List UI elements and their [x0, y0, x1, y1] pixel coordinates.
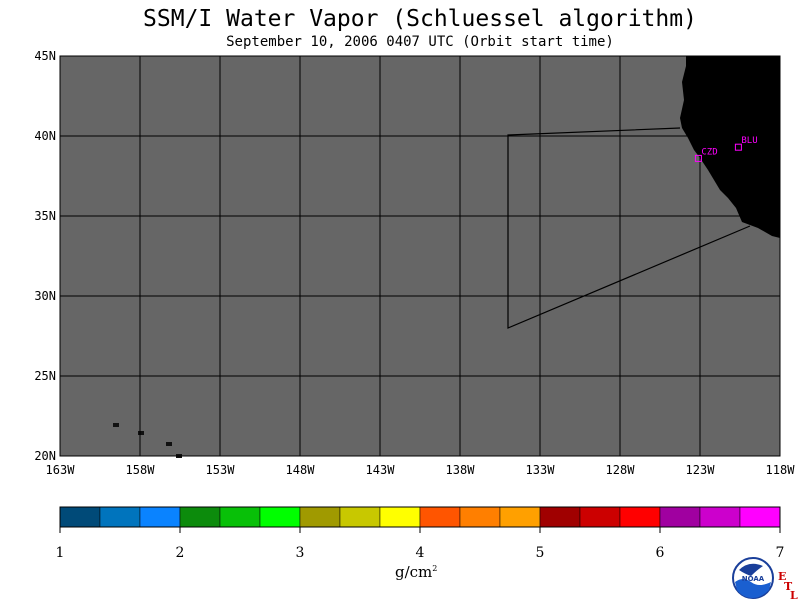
island: [138, 431, 144, 435]
colorbar-swatch: [59, 506, 101, 528]
station-label-czd: CZD: [701, 147, 717, 157]
etl-letter-t: T: [784, 580, 793, 593]
colorbar-tick-label: 4: [416, 545, 425, 561]
etl-letter-l: L: [790, 589, 798, 600]
colorbar-swatch: [699, 506, 741, 528]
colorbar-swatch: [499, 506, 541, 528]
flight-track: [507, 127, 751, 329]
lon-label: 118W: [766, 463, 796, 477]
track-line: [507, 127, 751, 329]
etl-letter-e: E: [778, 570, 786, 583]
station-marker-czd: [694, 154, 702, 162]
lon-label: 128W: [606, 463, 636, 477]
north-america: [680, 56, 780, 238]
map-frame: [59, 55, 781, 457]
lat-label: 35N: [34, 209, 56, 223]
colorbar-swatch: [179, 506, 221, 528]
lat-label: 20N: [34, 449, 56, 463]
lon-label: 133W: [526, 463, 556, 477]
colorbar-swatch: [659, 506, 701, 528]
no-data-region: [60, 56, 780, 456]
colorbar-swatch: [259, 506, 301, 528]
colorbar: 1 2 3 4 5 6 7: [56, 506, 785, 561]
colorbar-tick-label: 2: [176, 545, 185, 561]
lat-lon-grid: [59, 55, 781, 457]
colorbar-swatch: [459, 506, 501, 528]
colorbar-tick-label: 3: [296, 545, 305, 561]
colorbar-swatch: [579, 506, 621, 528]
colorbar-tick-label: 7: [776, 545, 785, 561]
svg-text:NOAA: NOAA: [742, 575, 765, 583]
colorbar-swatch: [379, 506, 421, 528]
colorbar-swatch: [419, 506, 461, 528]
colorbar-swatch: [99, 506, 141, 528]
lon-label: 123W: [686, 463, 716, 477]
island: [113, 423, 119, 427]
chart-subtitle: September 10, 2006 0407 UTC (Orbit start…: [226, 34, 614, 50]
colorbar-tick-label: 6: [656, 545, 665, 561]
colorbar-swatch: [539, 506, 581, 528]
colorbar-tick-label: 1: [56, 545, 65, 561]
lat-label: 40N: [34, 129, 56, 143]
lon-label: 138W: [446, 463, 476, 477]
lon-label: 153W: [206, 463, 236, 477]
chart-title: SSM/I Water Vapor (Schluessel algorithm): [143, 6, 697, 32]
colorbar-swatch: [299, 506, 341, 528]
island: [166, 442, 172, 446]
lon-label: 158W: [126, 463, 156, 477]
colorbar-tick-label: 5: [536, 545, 545, 561]
noaa-logo: NOAA E T L: [732, 557, 798, 600]
station-label-blu: BLU: [741, 136, 757, 146]
colorbar-swatch: [619, 506, 661, 528]
colorbar-swatch: [219, 506, 261, 528]
lon-label: 143W: [366, 463, 396, 477]
lon-label: 163W: [46, 463, 76, 477]
lat-label: 45N: [34, 49, 56, 63]
axis-labels: 163W 158W 153W 148W 143W 138W 133W 128W 123W 118W…: [34, 49, 795, 477]
colorbar-swatch: [339, 506, 381, 528]
station-markers: CZD BLU: [694, 136, 758, 162]
lon-label: 148W: [286, 463, 316, 477]
lat-label: 25N: [34, 369, 56, 383]
lat-label: 30N: [34, 289, 56, 303]
colorbar-swatch: [739, 506, 781, 528]
colorbar-swatch: [139, 506, 181, 528]
no-data-background: [60, 56, 780, 456]
station-marker-blu: [734, 143, 742, 151]
colorbar-unit: g/cm2: [395, 563, 438, 581]
